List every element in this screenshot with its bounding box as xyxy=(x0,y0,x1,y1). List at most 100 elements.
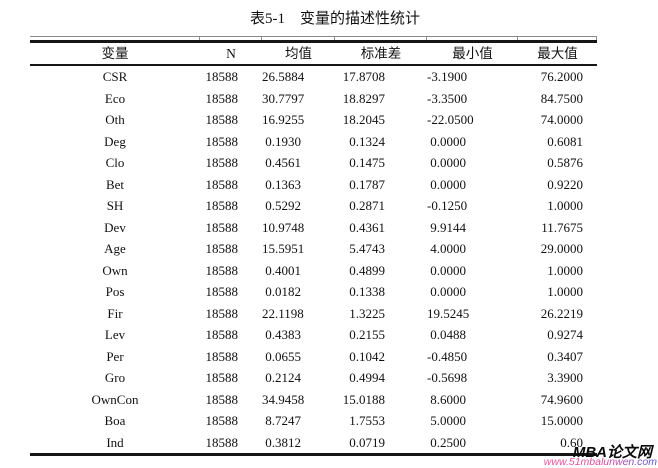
top-rule-segment xyxy=(200,37,262,40)
cell-mean: 34.9458 xyxy=(262,391,305,407)
column-header-n: N xyxy=(200,41,262,66)
column-header-min: 最小值 xyxy=(427,41,518,66)
table-row: Gro 18588 0.2124 0.4994 -0.5698 3.3900 xyxy=(30,367,597,389)
cell-sd: 0.1787 xyxy=(349,176,385,192)
cell-min: 9.9144 xyxy=(430,219,466,235)
cell-mean: 0.0182 xyxy=(265,284,301,299)
table-top-rule xyxy=(30,36,597,40)
stats-table: 变量 N 均值 标准差 最小值 最大值 CSR 18588 26.5884 17… xyxy=(30,36,597,456)
cell-n: 18588 xyxy=(205,69,239,84)
table-row: OwnCon 18588 34.9458 15.0188 8.6000 74.9… xyxy=(30,389,597,411)
cell-variable: Age xyxy=(104,241,126,256)
top-rule-segment xyxy=(262,37,335,40)
cell-min: 19.5245 xyxy=(427,305,470,321)
cell-mean: 0.1930 xyxy=(265,133,301,149)
cell-variable: Ind xyxy=(106,434,124,450)
cell-sd: 0.1042 xyxy=(349,348,385,364)
cell-n: 18588 xyxy=(205,112,239,127)
table-row: Pos 18588 0.0182 0.1338 0.0000 1.0000 xyxy=(30,281,597,303)
top-rule-segment xyxy=(335,37,427,40)
cell-max: 1.0000 xyxy=(547,262,583,278)
watermark-url: www.51mbalunwen.com xyxy=(543,456,657,468)
cell-sd: 17.8708 xyxy=(342,69,385,84)
cell-variable: SH xyxy=(106,198,124,213)
cell-min: 0.0488 xyxy=(430,327,466,342)
cell-mean: 15.5951 xyxy=(262,241,305,256)
table-row: Boa 18588 8.7247 1.7553 5.0000 15.0000 xyxy=(30,410,597,432)
table-row: Deg 18588 0.1930 0.1324 0.0000 0.6081 xyxy=(30,131,597,153)
cell-variable: Deg xyxy=(104,133,126,149)
cell-variable: Clo xyxy=(105,155,125,170)
cell-mean: 0.3812 xyxy=(265,434,301,450)
cell-sd: 0.2155 xyxy=(349,327,385,342)
cell-min: 0.0000 xyxy=(430,133,466,149)
cell-n: 18588 xyxy=(205,176,239,192)
cell-sd: 0.1324 xyxy=(349,133,385,149)
cell-max: 29.0000 xyxy=(540,241,583,256)
cell-max: 0.9220 xyxy=(547,176,583,192)
cell-sd: 0.0719 xyxy=(349,434,385,450)
cell-min: -22.0500 xyxy=(427,112,474,127)
cell-min: -3.3500 xyxy=(427,90,468,106)
cell-mean: 30.7797 xyxy=(262,90,305,106)
cell-max: 74.0000 xyxy=(540,112,583,127)
watermark-logo: MBA论文网 xyxy=(572,444,652,461)
table-row: Fir 18588 22.1198 1.3225 19.5245 26.2219 xyxy=(30,303,597,325)
table-row: Ind 18588 0.3812 0.0719 0.2500 0.60 xyxy=(30,432,597,455)
cell-sd: 0.4899 xyxy=(349,262,385,278)
cell-variable: Bet xyxy=(105,176,125,192)
cell-max: 1.0000 xyxy=(547,198,583,213)
cell-min: -3.1900 xyxy=(427,69,468,84)
cell-min: -0.1250 xyxy=(427,198,468,213)
cell-mean: 26.5884 xyxy=(262,69,305,84)
cell-mean: 0.5292 xyxy=(265,198,301,213)
cell-variable: Dev xyxy=(104,219,126,235)
cell-mean: 0.4001 xyxy=(265,262,301,278)
cell-n: 18588 xyxy=(205,305,239,321)
cell-sd: 18.8297 xyxy=(342,90,385,106)
cell-n: 18588 xyxy=(205,90,239,106)
cell-variable: Own xyxy=(102,262,128,278)
cell-n: 18588 xyxy=(205,370,239,385)
cell-max: 84.7500 xyxy=(540,90,583,106)
table-row: Per 18588 0.0655 0.1042 -0.4850 0.3407 xyxy=(30,346,597,368)
table-row: Bet 18588 0.1363 0.1787 0.0000 0.9220 xyxy=(30,174,597,196)
cell-mean: 22.1198 xyxy=(262,305,304,321)
table-row: SH 18588 0.5292 0.2871 -0.1250 1.0000 xyxy=(30,195,597,217)
cell-sd: 1.7553 xyxy=(349,413,385,428)
cell-sd: 1.3225 xyxy=(349,305,385,321)
cell-min: 8.6000 xyxy=(430,391,466,407)
cell-mean: 10.9748 xyxy=(262,219,305,235)
cell-sd: 5.4743 xyxy=(349,241,385,256)
header-row: 变量 N 均值 标准差 最小值 最大值 xyxy=(30,41,597,66)
cell-min: 0.0000 xyxy=(430,262,466,278)
cell-n: 18588 xyxy=(205,413,239,428)
cell-variable: CSR xyxy=(102,69,128,84)
cell-max: 0.9274 xyxy=(547,327,583,342)
cell-variable: Gro xyxy=(104,370,126,385)
cell-max: 0.6081 xyxy=(547,133,583,149)
cell-min: 0.0000 xyxy=(430,284,466,299)
table-caption: 表5-1 变量的描述性统计 xyxy=(250,11,420,27)
cell-min: 4.0000 xyxy=(430,241,466,256)
descriptive-statistics-table: 变量 N 均值 标准差 最小值 最大值 CSR 18588 26.5884 17… xyxy=(30,40,597,456)
cell-max: 1.0000 xyxy=(547,284,583,299)
cell-n: 18588 xyxy=(205,155,239,170)
cell-max: 74.9600 xyxy=(540,391,583,407)
cell-max: 76.2000 xyxy=(540,69,583,84)
top-rule-segment xyxy=(518,37,597,40)
cell-variable: Per xyxy=(106,348,124,364)
table-body: CSR 18588 26.5884 17.8708 -3.1900 76.200… xyxy=(30,65,597,455)
table-row: Age 18588 15.5951 5.4743 4.0000 29.0000 xyxy=(30,238,597,260)
cell-max: 11.7675 xyxy=(541,219,583,235)
cell-variable: Boa xyxy=(104,413,126,428)
top-rule-segment xyxy=(30,37,200,40)
table-row: Clo 18588 0.4561 0.1475 0.0000 0.5876 xyxy=(30,152,597,174)
table-row: Dev 18588 10.9748 0.4361 9.9144 11.7675 xyxy=(30,217,597,239)
cell-n: 18588 xyxy=(205,327,239,342)
cell-mean: 0.0655 xyxy=(265,348,301,364)
table-row: Eco 18588 30.7797 18.8297 -3.3500 84.750… xyxy=(30,88,597,110)
cell-n: 18588 xyxy=(205,434,239,450)
cell-mean: 0.4383 xyxy=(265,327,301,342)
cell-max: 26.2219 xyxy=(540,305,583,321)
